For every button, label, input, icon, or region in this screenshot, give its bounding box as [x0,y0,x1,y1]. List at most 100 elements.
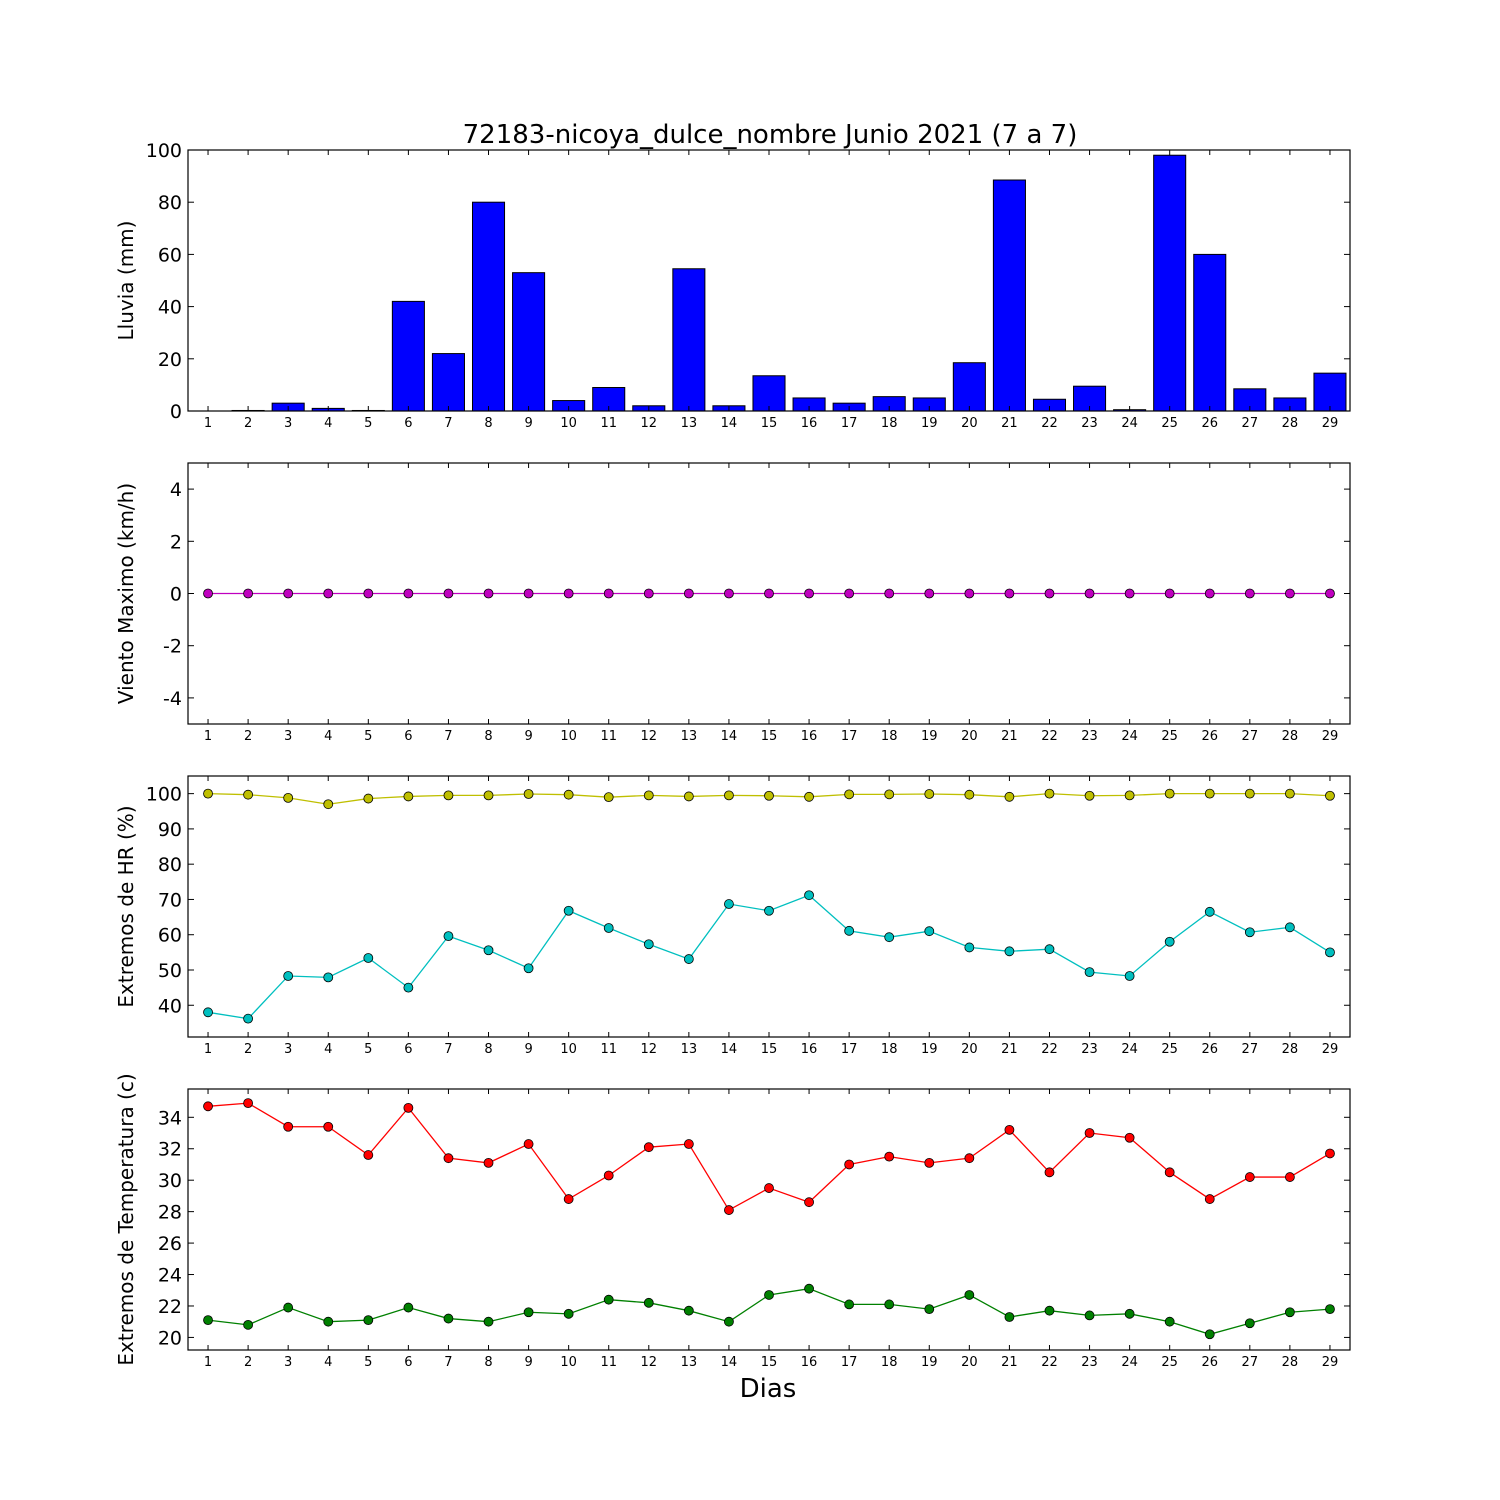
data-point [523,789,534,799]
data-point [1004,1312,1015,1322]
data-point [1164,588,1175,599]
data-point [1244,788,1255,799]
y-axis-label: Extremos de Temperatura (c) [114,1073,138,1365]
x-tick-label: 1 [204,1355,212,1370]
data-point [1164,1167,1175,1178]
x-tick-label: 7 [444,1042,452,1057]
data-point [283,1302,294,1313]
x-tick-label: 4 [324,416,332,431]
data-point [804,1283,814,1294]
data-point [1325,947,1335,958]
x-tick-label: 17 [841,1355,858,1370]
data-point [1004,1124,1015,1135]
x-tick-label: 21 [1001,1355,1018,1370]
bar [1193,253,1227,412]
data-point [523,1139,534,1149]
y-tick-label: 90 [158,819,182,841]
data-point [924,1157,935,1168]
x-tick-label: 22 [1041,729,1058,744]
x-tick-label: 26 [1201,729,1218,744]
data-point [1204,588,1215,599]
y-tick-label: 24 [158,1265,182,1287]
data-point [724,1316,734,1327]
data-point [1325,1148,1335,1159]
data-point [964,789,975,800]
x-tick-label: 4 [324,1355,332,1370]
data-point [203,1315,213,1326]
data-point [764,588,774,599]
data-point [884,1151,895,1162]
data-point [203,588,213,599]
data-point [1124,971,1135,981]
x-axis-label: Dias [740,1374,797,1404]
data-point [203,1007,213,1018]
data-point [323,799,334,810]
data-point [1044,944,1055,955]
data-point [243,588,254,599]
x-tick-label: 17 [841,1042,858,1057]
x-tick-label: 15 [761,1355,778,1370]
x-tick-label: 7 [444,729,452,744]
y-tick-label: 20 [158,1327,182,1349]
x-tick-label: 10 [560,729,577,744]
data-point [603,923,614,933]
data-point [924,926,935,937]
data-point [1124,588,1135,599]
x-tick-label: 1 [204,729,212,744]
data-point [764,790,774,801]
data-point [1004,588,1015,599]
x-tick-label: 16 [801,1355,818,1370]
x-tick-label: 8 [484,1042,492,1057]
data-point [964,1153,975,1164]
y-tick-label: 20 [158,349,182,371]
x-tick-label: 13 [681,416,698,431]
data-point [724,899,734,909]
chart-title: 72183-nicoya_dulce_nombre Junio 2021 (7 … [463,120,1078,150]
x-tick-label: 15 [761,1042,778,1057]
x-tick-label: 18 [881,416,898,431]
data-point [1044,788,1055,799]
data-point [523,588,534,599]
x-tick-label: 19 [921,729,938,744]
data-point [884,789,895,800]
y-axis-label: Viento Maximo (km/h) [114,483,138,704]
data-point [603,792,614,803]
data-point [1004,946,1015,957]
data-point [964,1290,975,1300]
x-tick-label: 12 [641,1355,658,1370]
y-tick-label: 0 [170,584,182,606]
data-point [563,905,574,916]
x-tick-label: 9 [524,416,532,431]
x-tick-label: 5 [364,1042,372,1057]
x-tick-label: 3 [284,729,292,744]
y-tick-label: 28 [158,1202,182,1224]
data-point [483,588,494,599]
x-tick-label: 7 [444,1355,452,1370]
data-point [1124,790,1135,801]
x-tick-label: 22 [1041,416,1058,431]
data-point [363,588,374,599]
y-tick-label: 50 [158,960,182,982]
y-tick-label: 40 [158,995,182,1017]
x-tick-label: 24 [1121,1355,1138,1370]
data-point [523,1307,534,1318]
x-tick-label: 24 [1121,416,1138,431]
bar [752,375,786,412]
data-point [1084,967,1095,978]
data-point [1124,1132,1135,1143]
data-point [643,588,654,599]
data-point [363,1315,374,1326]
x-tick-label: 24 [1121,729,1138,744]
bar [391,300,425,412]
data-point [1244,1172,1255,1182]
x-tick-label: 12 [641,416,658,431]
data-point [323,1316,334,1327]
x-tick-label: 18 [881,1355,898,1370]
data-point [323,588,334,599]
x-tick-label: 5 [364,729,372,744]
data-point [844,1159,855,1170]
x-tick-label: 28 [1282,1355,1299,1370]
x-tick-label: 12 [641,1042,658,1057]
